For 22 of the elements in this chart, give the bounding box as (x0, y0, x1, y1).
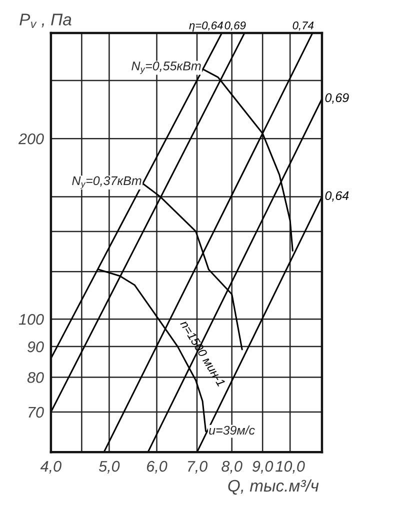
y-tick-label: 90 (28, 341, 44, 352)
x-tick-label: 7,0 (188, 460, 208, 474)
series-label: η=0,64 (189, 22, 223, 32)
x-tick-label: 9,0 (252, 460, 274, 474)
x-tick-label: 4,0 (40, 460, 62, 474)
series-label: 0,69 (224, 22, 246, 31)
x-tick-label: 8,0 (222, 460, 242, 474)
x-tick-label: 10,0 (276, 460, 305, 474)
series-label: 0,64 (325, 191, 349, 202)
series-label: 0,69 (325, 93, 349, 104)
x-tick-label: 5,0 (98, 460, 120, 474)
series-label: 0,74 (292, 22, 314, 31)
annotation: u=39м/с (209, 425, 255, 435)
x-tick-label: 6,0 (147, 460, 168, 474)
y-axis-title: P$_{v}$ , Па (20, 14, 72, 28)
y-tick-label: 100 (18, 314, 44, 325)
y-tick-label: 200 (18, 133, 44, 144)
annotation: N$_{у}$=0,37кВт (72, 176, 142, 189)
y-tick-label: 80 (27, 372, 44, 383)
annotation: N$_{у}$=0,55кВт (132, 62, 201, 74)
x-axis-title: Q, тыс.м³/ч (228, 479, 319, 495)
y-tick-label: 70 (28, 406, 44, 418)
